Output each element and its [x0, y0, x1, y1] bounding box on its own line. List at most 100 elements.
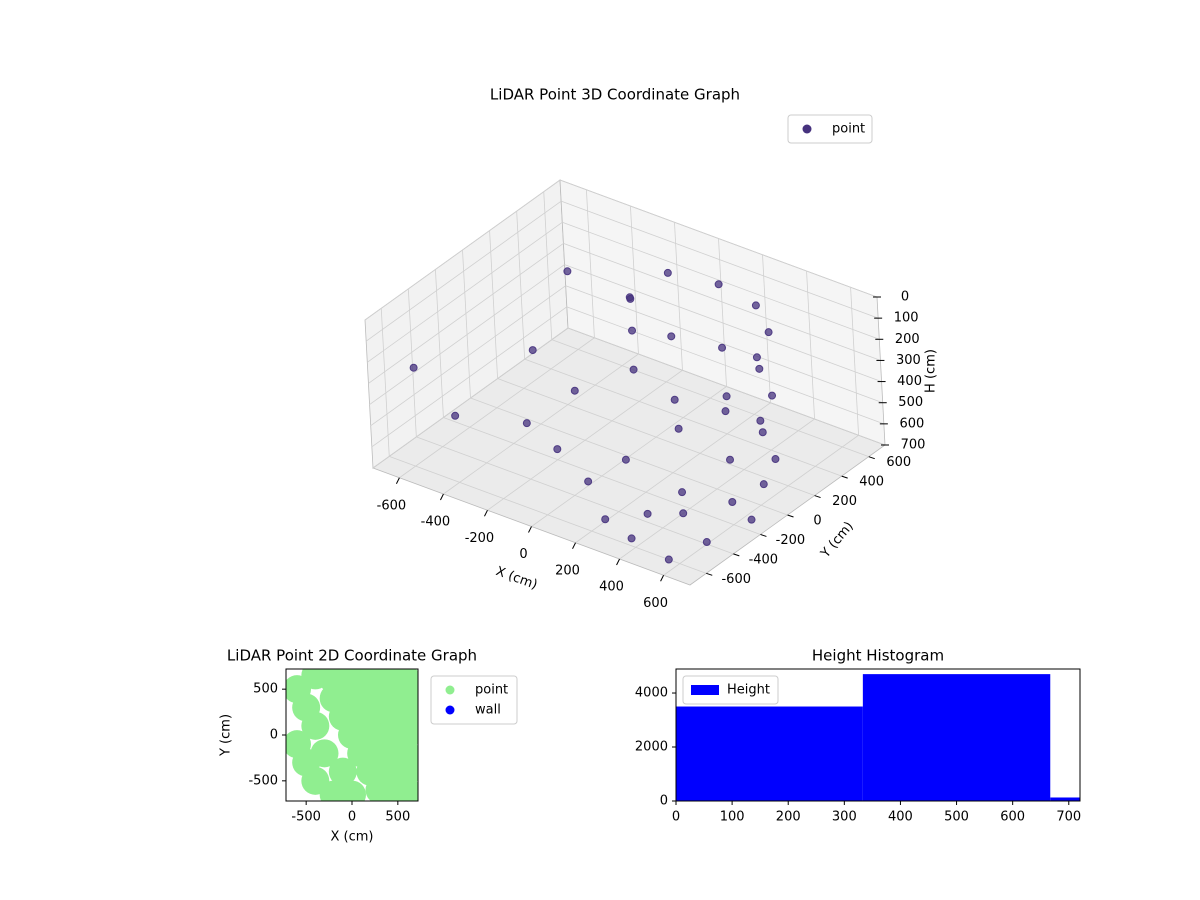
grid-line — [586, 189, 595, 338]
x-tick-label: 600 — [643, 596, 668, 611]
x-tick-label: 100 — [720, 810, 745, 825]
bar — [676, 706, 863, 801]
point — [570, 386, 579, 395]
tick-mark — [439, 493, 444, 501]
grid-line — [561, 200, 879, 319]
grid-line — [369, 264, 565, 405]
x-tick-label: 300 — [832, 810, 857, 825]
x-tick-label: 200 — [776, 810, 801, 825]
grid-line — [462, 249, 471, 399]
grid-line — [497, 378, 815, 496]
x-tick-label: -200 — [465, 531, 495, 546]
point — [328, 757, 357, 786]
grid-line — [407, 288, 417, 437]
point — [714, 280, 723, 289]
point — [563, 267, 572, 276]
tick-mark — [572, 542, 576, 549]
x-tick-label: 0 — [672, 810, 680, 825]
legend-label: point — [475, 683, 508, 698]
point — [755, 364, 764, 373]
legend-marker — [691, 685, 719, 695]
z-tick-label: 200 — [895, 332, 920, 347]
point — [768, 391, 777, 400]
chart-title: Height Histogram — [812, 647, 944, 665]
x-tick-label: 500 — [944, 810, 969, 825]
x-axis-label: X (cm) — [331, 830, 374, 845]
legend-label: Height — [727, 683, 770, 698]
x-tick-label: -400 — [421, 515, 451, 530]
point — [747, 515, 756, 524]
legend-box — [787, 114, 873, 144]
y-tick-label: -400 — [749, 552, 779, 567]
grid-line — [364, 179, 561, 321]
point — [584, 477, 593, 486]
point — [670, 395, 679, 404]
tick-mark — [814, 495, 821, 499]
point — [629, 365, 638, 374]
tick-mark — [841, 475, 848, 479]
z-tick-label: 600 — [899, 416, 924, 431]
grid-line — [850, 287, 859, 436]
point — [409, 363, 418, 372]
legend-marker — [445, 705, 455, 715]
tick-mark — [395, 477, 400, 484]
point — [718, 343, 727, 352]
point — [721, 407, 730, 416]
y-tick-label: 2000 — [635, 740, 668, 755]
point — [667, 332, 676, 341]
grid-line — [674, 222, 683, 371]
point — [338, 780, 366, 801]
point — [397, 780, 418, 801]
x-tick-label: -500 — [291, 810, 321, 825]
point — [522, 419, 531, 428]
grid-line — [371, 306, 568, 448]
y-tick-label: 500 — [253, 682, 278, 697]
grid-line — [443, 417, 761, 535]
grid-line — [489, 230, 498, 379]
point — [726, 455, 735, 464]
x-tick-label: 200 — [555, 563, 580, 578]
grid-line — [563, 243, 881, 361]
grid-line — [565, 285, 883, 404]
y-tick-label: 0 — [813, 514, 821, 529]
x-tick-label: 400 — [888, 810, 913, 825]
bar — [862, 674, 1051, 801]
x-axis-label: X (cm) — [494, 564, 540, 593]
point — [451, 411, 460, 420]
x-tick-label: 400 — [599, 580, 624, 595]
plot-area — [286, 669, 418, 801]
point — [528, 346, 537, 355]
tick-mark — [787, 514, 794, 518]
point — [310, 739, 339, 768]
point — [679, 509, 688, 518]
grid-line — [551, 339, 869, 458]
grid-line — [564, 264, 882, 382]
tick-mark — [760, 533, 767, 537]
x-tick-label: 0 — [519, 547, 527, 562]
point — [664, 555, 673, 564]
chart-title: LiDAR Point 2D Coordinate Graph — [227, 647, 477, 665]
point — [678, 488, 687, 497]
z-tick-label: 700 — [901, 438, 926, 453]
y-tick-label: 0 — [660, 794, 668, 809]
grid-line — [567, 327, 886, 446]
point — [625, 293, 634, 302]
point — [601, 515, 610, 524]
point — [759, 480, 768, 489]
grid-line — [516, 211, 526, 360]
grid-line — [559, 179, 878, 298]
grid-line — [562, 221, 880, 340]
y-tick-label: -600 — [721, 572, 751, 587]
grid-line — [370, 285, 566, 427]
point — [286, 675, 311, 704]
y-axis-label: Y (cm) — [219, 714, 234, 757]
point — [301, 711, 330, 740]
y-axis-label: Y (cm) — [818, 519, 857, 562]
x-tick-label: 500 — [385, 810, 410, 825]
grid-line — [367, 221, 563, 363]
y-tick-label: -200 — [776, 533, 806, 548]
legend-marker — [445, 685, 455, 695]
tick-mark — [528, 526, 532, 533]
legend-marker — [802, 124, 812, 134]
